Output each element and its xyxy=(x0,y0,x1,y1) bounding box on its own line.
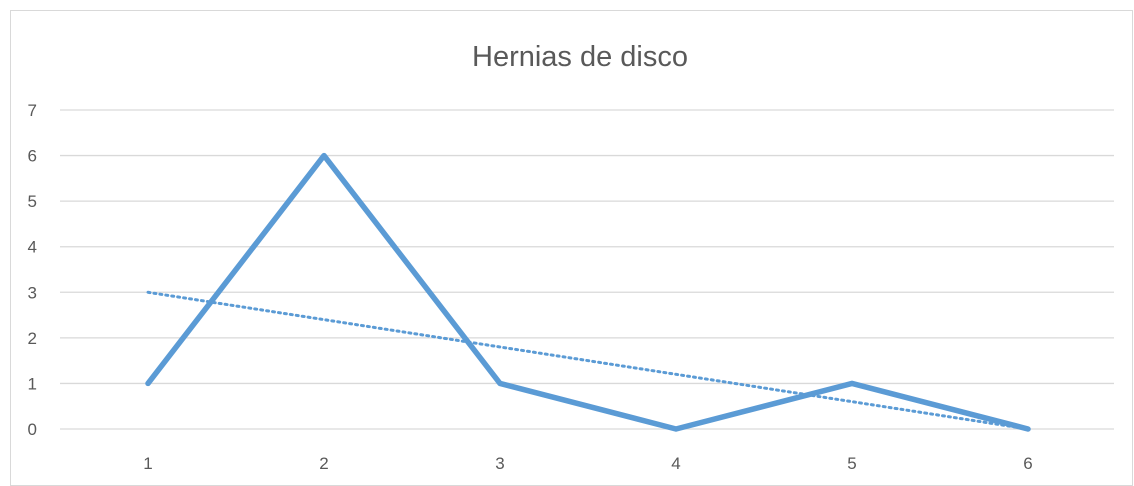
x-tick-label: 2 xyxy=(319,454,328,473)
y-tick-label: 6 xyxy=(28,147,37,166)
x-tick-label: 3 xyxy=(495,454,504,473)
y-tick-label: 7 xyxy=(28,101,37,120)
x-tick-label: 5 xyxy=(847,454,856,473)
y-axis-ticks: 0 1 2 3 4 5 6 7 xyxy=(28,101,37,439)
y-tick-label: 0 xyxy=(28,420,37,439)
x-tick-label: 1 xyxy=(143,454,152,473)
y-tick-label: 2 xyxy=(28,329,37,348)
gridlines xyxy=(60,110,1114,429)
y-tick-label: 3 xyxy=(28,283,37,302)
chart-title: Hernias de disco xyxy=(472,41,688,73)
y-tick-label: 5 xyxy=(28,192,37,211)
x-tick-label: 6 xyxy=(1023,454,1032,473)
x-axis-ticks: 1 2 3 4 5 6 xyxy=(143,454,1032,473)
x-tick-label: 4 xyxy=(671,454,680,473)
y-tick-label: 4 xyxy=(28,238,37,257)
y-tick-label: 1 xyxy=(28,374,37,393)
